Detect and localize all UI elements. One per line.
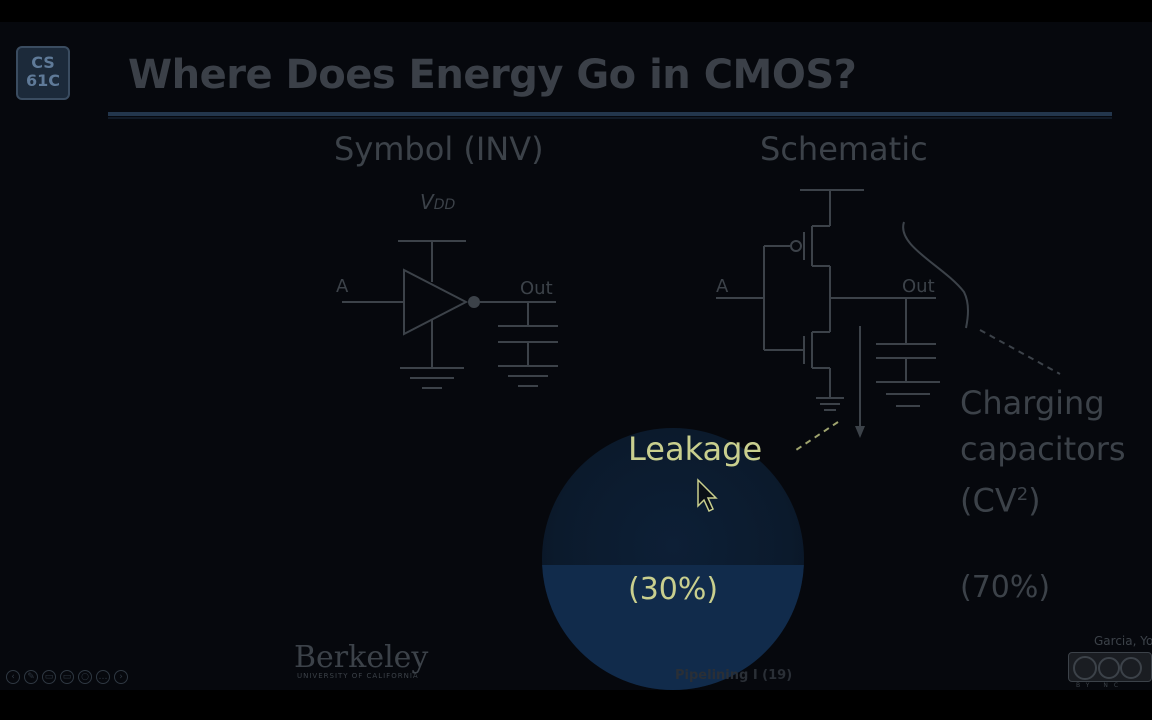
pen-icon[interactable]: ✎	[24, 670, 38, 684]
charging-curve	[902, 221, 969, 329]
more-icon[interactable]: …	[96, 670, 110, 684]
symbol-input-label: A	[336, 276, 349, 297]
logo-text: CS 61C	[25, 53, 60, 90]
presentation-nav-bar: ‹ ✎ ▭ ▭ ○ … ›	[6, 670, 130, 686]
scenes-icon[interactable]: ▭	[60, 670, 74, 684]
spotlight-lower-band	[542, 565, 804, 690]
cs61c-logo: CS 61C	[16, 46, 70, 100]
cc-icon	[1073, 656, 1142, 680]
next-icon[interactable]: ›	[114, 670, 128, 684]
schematic-output-label: Out	[902, 276, 935, 297]
charging-pointer	[979, 329, 1061, 375]
vdd-label: VDD	[420, 190, 456, 214]
inverter-triangle	[403, 268, 469, 336]
schematic-caption: Schematic	[760, 130, 928, 168]
letterbox-top	[0, 0, 1152, 22]
charging-line-2: capacitors	[960, 430, 1126, 468]
title-rule	[108, 112, 1112, 116]
letterbox-bottom	[0, 690, 1152, 720]
slides-icon[interactable]: ▭	[42, 670, 56, 684]
leakage-arrow-head	[855, 426, 865, 438]
inverter-bubble	[468, 296, 480, 308]
charging-line-3: (CV2)	[960, 481, 1041, 520]
schematic-input-label: A	[716, 276, 729, 297]
symbol-output-label: Out	[520, 278, 553, 299]
pmos-gate-bubble	[790, 240, 802, 252]
zoom-icon[interactable]: ○	[78, 670, 92, 684]
title-rule-shadow	[108, 117, 1112, 119]
slide-footer: Pipelining I (19)	[675, 668, 793, 683]
charging-percent: (70%)	[960, 570, 1051, 605]
leakage-percent: (30%)	[628, 572, 719, 607]
slide-title: Where Does Energy Go in CMOS?	[128, 52, 857, 98]
berkeley-logo: Berkeley	[294, 640, 429, 675]
license-text: BY NC	[1076, 682, 1125, 689]
mouse-cursor-icon	[697, 478, 718, 513]
leakage-pointer	[795, 421, 839, 451]
charging-line-1: Charging	[960, 384, 1105, 422]
symbol-caption: Symbol (INV)	[334, 130, 544, 168]
author-credit: Garcia, Yo	[1094, 634, 1152, 648]
berkeley-subtitle: UNIVERSITY OF CALIFORNIA	[297, 672, 419, 680]
leakage-label: Leakage	[628, 430, 763, 468]
prev-icon[interactable]: ‹	[6, 670, 20, 684]
creative-commons-badge	[1068, 652, 1152, 682]
